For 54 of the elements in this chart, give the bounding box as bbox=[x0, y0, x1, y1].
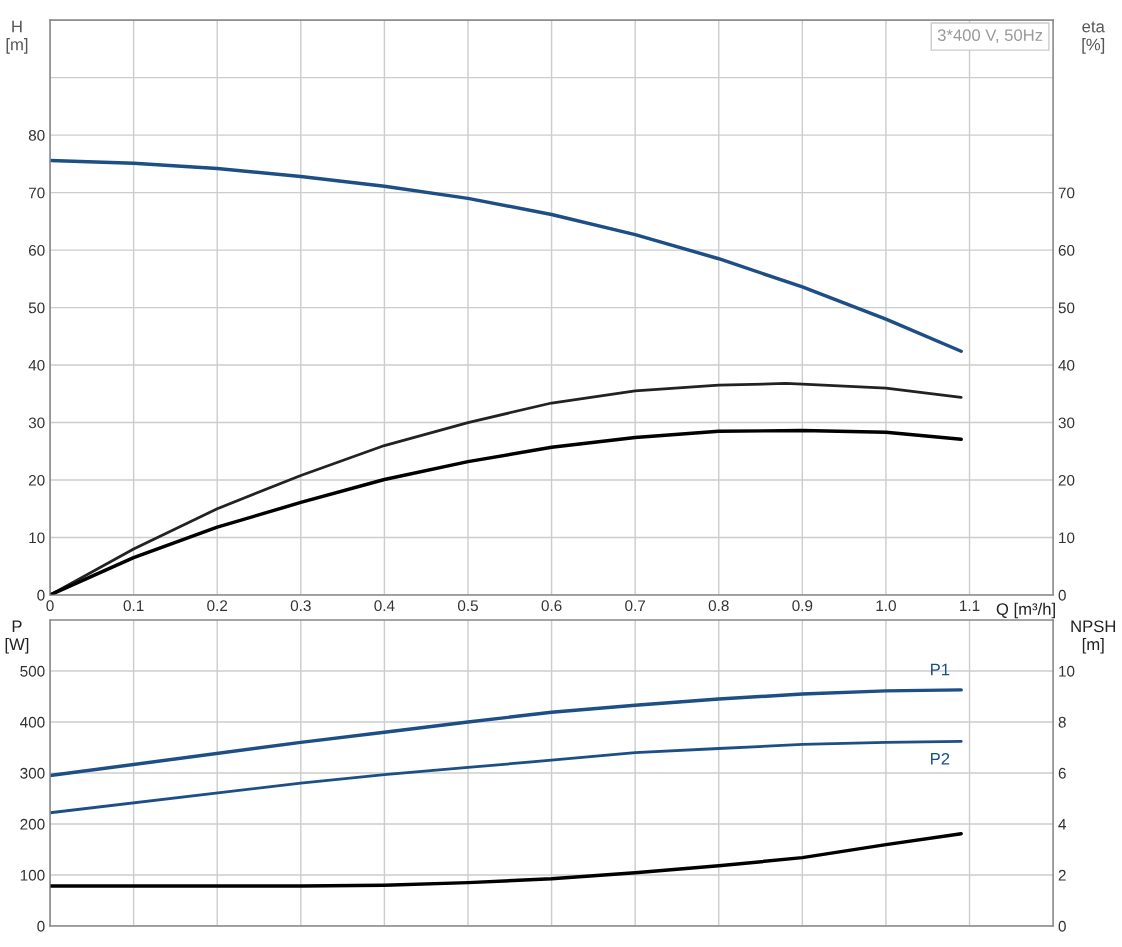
y2-tick-label: 70 bbox=[1058, 187, 1075, 199]
x-axis-title: Q [m³/h] bbox=[996, 602, 1055, 619]
x-tick-label: 1.0 bbox=[876, 600, 896, 612]
series-label: P1 bbox=[931, 663, 950, 676]
x-tick-label: 0.2 bbox=[207, 600, 228, 612]
x-tick-label: 0.4 bbox=[374, 600, 395, 612]
line-series bbox=[50, 739, 963, 815]
y-axis-title: P [W] bbox=[5, 620, 29, 654]
x-tick-label: 0.6 bbox=[541, 600, 562, 612]
series-label: P2 bbox=[931, 752, 950, 765]
line-series bbox=[50, 688, 963, 778]
y-tick-label: 100 bbox=[20, 869, 45, 881]
y2-tick-label: 60 bbox=[1058, 244, 1075, 256]
y-tick-label: 60 bbox=[28, 244, 45, 256]
line-series bbox=[50, 831, 963, 888]
y2-tick-label: 30 bbox=[1058, 417, 1075, 429]
line-series bbox=[50, 428, 963, 595]
y-tick-label: 200 bbox=[20, 818, 45, 830]
y2-tick-label: 50 bbox=[1058, 302, 1075, 314]
y-tick-label: 10 bbox=[29, 532, 45, 544]
y-tick-label: 300 bbox=[20, 767, 45, 779]
x-tick-label: 1.1 bbox=[960, 600, 980, 611]
x-tick-label: 0.9 bbox=[792, 600, 813, 612]
x-tick-label: 0.7 bbox=[625, 600, 646, 612]
y2-axis-title: eta [%] bbox=[1082, 21, 1105, 54]
y-tick-label: 500 bbox=[20, 665, 45, 677]
y2-tick-label: 0 bbox=[1058, 589, 1066, 601]
y2-tick-label: 0 bbox=[1058, 920, 1066, 932]
x-tick-label: 0 bbox=[46, 600, 54, 612]
y2-tick-label: 6 bbox=[1058, 767, 1066, 779]
y-tick-label: 80 bbox=[28, 130, 45, 141]
y-tick-label: 70 bbox=[28, 187, 45, 199]
x-tick-label: 0.8 bbox=[708, 600, 729, 612]
y2-tick-label: 8 bbox=[1058, 716, 1066, 728]
x-tick-label: 0.3 bbox=[290, 600, 311, 612]
y-tick-label: 400 bbox=[20, 716, 45, 728]
y-tick-label: 50 bbox=[28, 302, 45, 314]
y2-tick-label: 40 bbox=[1058, 359, 1075, 371]
y-tick-label: 0 bbox=[37, 920, 45, 932]
y-tick-label: 40 bbox=[28, 359, 45, 371]
x-tick-label: 0.5 bbox=[457, 600, 478, 612]
y-axis-title: H [m] bbox=[6, 20, 28, 54]
x-tick-label: 0.1 bbox=[123, 600, 144, 612]
y-tick-label: 20 bbox=[28, 474, 45, 486]
y2-axis-title: NPSH [m] bbox=[1071, 620, 1116, 654]
annotation: 3*400 V, 50Hz bbox=[937, 29, 1043, 43]
y2-tick-label: 10 bbox=[1059, 665, 1075, 677]
y-tick-label: 0 bbox=[37, 589, 45, 601]
y2-tick-label: 4 bbox=[1058, 819, 1067, 830]
y2-tick-label: 2 bbox=[1058, 869, 1066, 881]
y-tick-label: 30 bbox=[28, 417, 45, 429]
line-series bbox=[50, 158, 963, 354]
y2-tick-label: 20 bbox=[1058, 474, 1075, 486]
y2-tick-label: 10 bbox=[1059, 532, 1075, 544]
